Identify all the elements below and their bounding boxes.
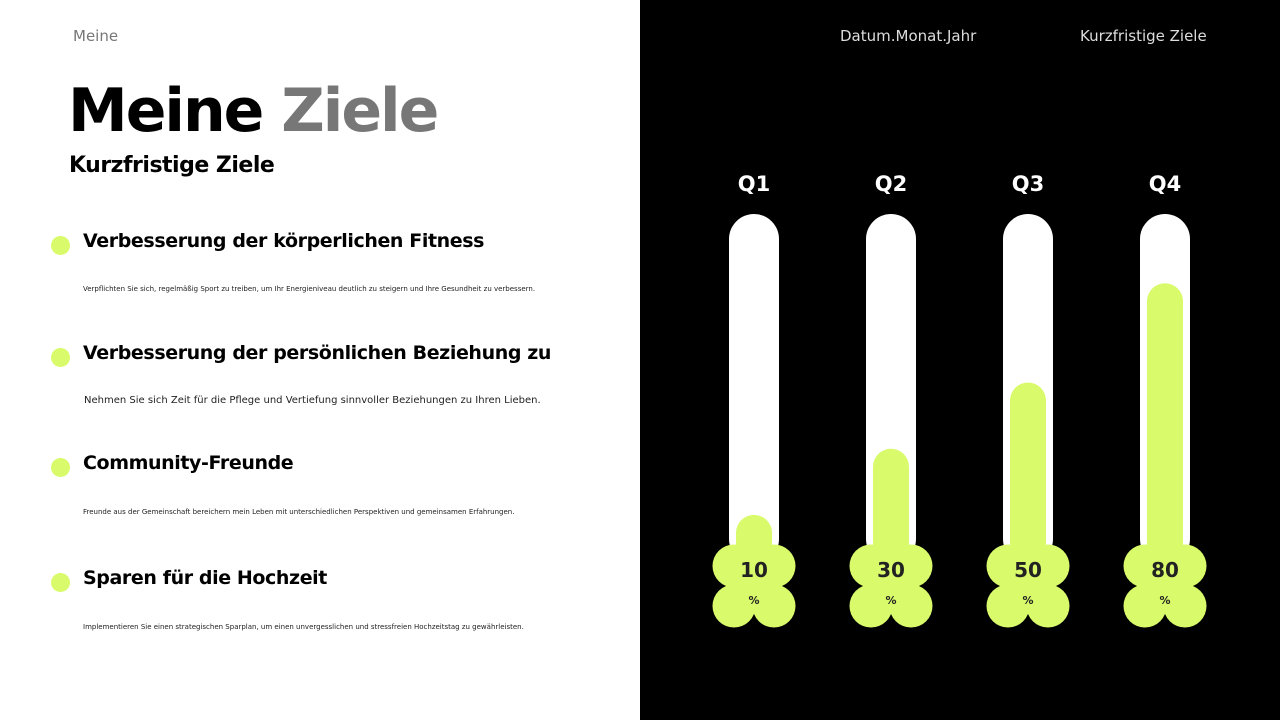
brand-label: Meine [73, 27, 119, 45]
bulb-center [869, 566, 913, 606]
goal-title: Community-Freunde [83, 452, 294, 474]
quarter-label: Q4 [1149, 172, 1181, 196]
quarter-label: Q2 [875, 172, 907, 196]
unit-label: % [885, 594, 896, 607]
quarter-label: Q3 [1012, 172, 1044, 196]
bullet-dot [51, 573, 70, 592]
value-label: 30 [877, 558, 905, 582]
unit-label: % [1159, 594, 1170, 607]
goal-title: Verbesserung der persönlichen Beziehung … [83, 342, 552, 364]
thermometer-fill [1010, 382, 1046, 570]
goal-desc: Implementieren Sie einen strategischen S… [83, 623, 524, 631]
goal-desc: Freunde aus der Gemeinschaft bereichern … [83, 508, 515, 516]
value-label: 80 [1151, 558, 1179, 582]
left-panel: Meine Meine Ziele Kurzfristige Ziele Ver… [51, 27, 552, 631]
quarter-label: Q1 [738, 172, 770, 196]
thermometer-fill [873, 448, 909, 570]
bullet-dot [51, 458, 70, 477]
value-label: 50 [1014, 558, 1042, 582]
thermometer-tube [729, 214, 779, 564]
title-main: Meine [68, 76, 264, 146]
page-subtitle: Kurzfristige Ziele [69, 153, 275, 178]
goal-desc: Verpflichten Sie sich, regelmäßig Sport … [83, 285, 536, 293]
section-label: Kurzfristige Ziele [1080, 27, 1207, 45]
unit-label: % [1022, 594, 1033, 607]
goal-title: Verbesserung der körperlichen Fitness [83, 230, 485, 252]
page-title: Meine Ziele [68, 76, 439, 146]
bulb-center [732, 566, 776, 606]
title-highlight: Ziele [281, 76, 439, 146]
value-label: 10 [740, 558, 768, 582]
thermometer-fill [1147, 283, 1183, 570]
unit-label: % [748, 594, 759, 607]
date-label: Datum.Monat.Jahr [840, 27, 977, 45]
bullet-dot [51, 348, 70, 367]
goal-desc: Nehmen Sie sich Zeit für die Pflege und … [84, 395, 541, 406]
goal-title: Sparen für die Hochzeit [83, 567, 327, 589]
bulb-center [1006, 566, 1050, 606]
bullet-dot [51, 236, 70, 255]
bulb-center [1143, 566, 1187, 606]
